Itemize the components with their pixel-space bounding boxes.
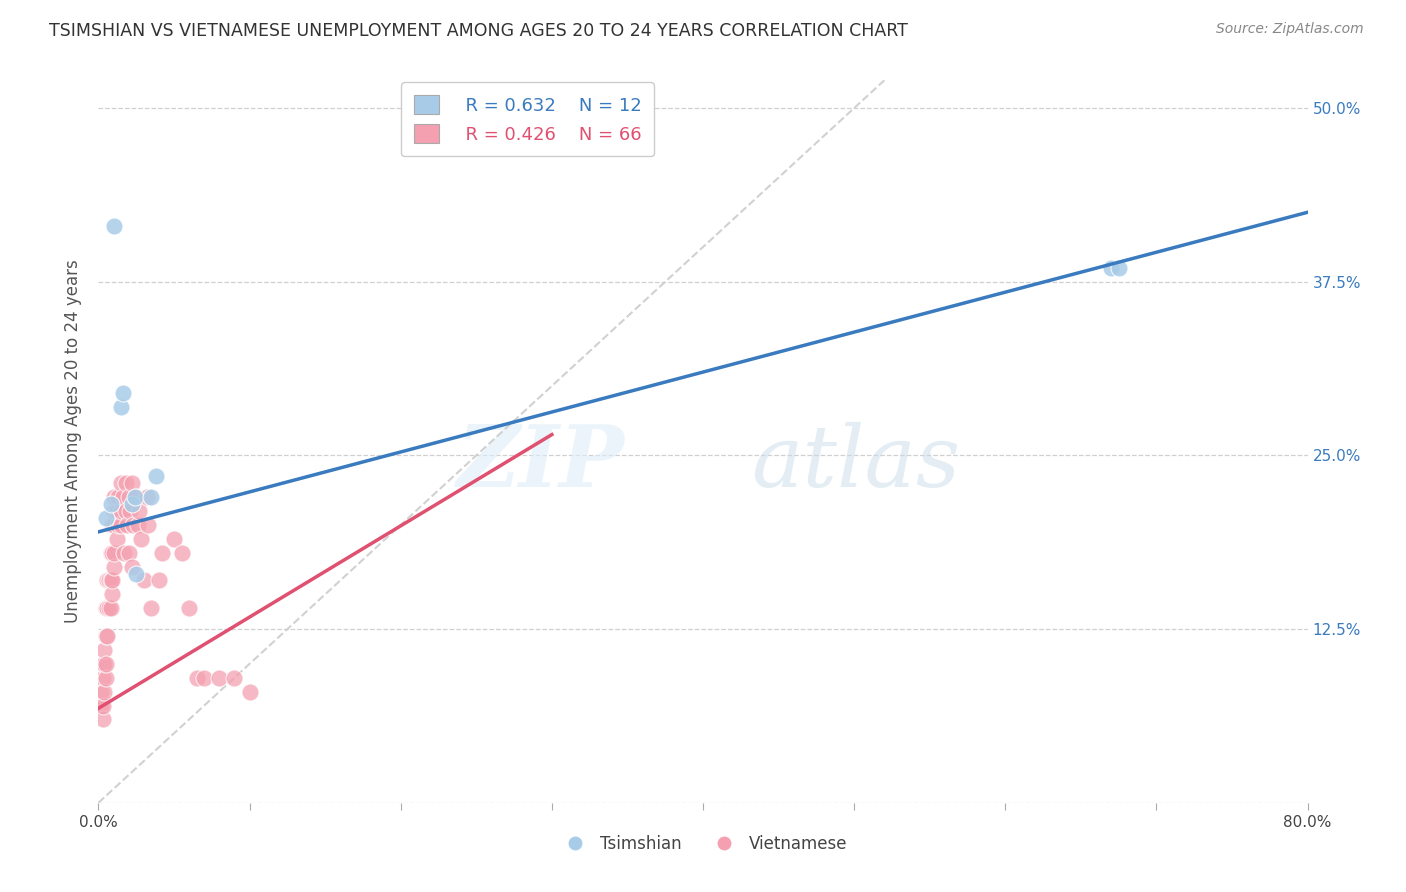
- Point: [1108, 260, 1130, 275]
- Point: [121, 476, 143, 491]
- Point: [110, 517, 132, 532]
- Point: [94, 671, 117, 685]
- Point: [107, 517, 129, 532]
- Point: [118, 546, 141, 560]
- Point: [94, 511, 117, 525]
- Point: [103, 546, 125, 560]
- Point: [94, 657, 117, 671]
- Point: [1099, 260, 1122, 275]
- Point: [132, 574, 155, 588]
- Point: [145, 469, 167, 483]
- Point: [141, 490, 163, 504]
- Point: [111, 490, 134, 504]
- Point: [98, 574, 121, 588]
- Point: [118, 490, 141, 504]
- Point: [110, 400, 132, 414]
- Point: [91, 713, 114, 727]
- Point: [96, 601, 118, 615]
- Point: [93, 684, 115, 698]
- Point: [110, 504, 132, 518]
- Point: [100, 546, 122, 560]
- Point: [150, 546, 173, 560]
- Point: [94, 629, 117, 643]
- Point: [121, 559, 143, 574]
- Point: [136, 517, 159, 532]
- Text: TSIMSHIAN VS VIETNAMESE UNEMPLOYMENT AMONG AGES 20 TO 24 YEARS CORRELATION CHART: TSIMSHIAN VS VIETNAMESE UNEMPLOYMENT AMO…: [49, 22, 908, 40]
- Point: [179, 601, 201, 615]
- Point: [101, 546, 124, 560]
- Point: [96, 629, 118, 643]
- Point: [90, 684, 112, 698]
- Point: [163, 532, 186, 546]
- Point: [121, 497, 143, 511]
- Text: Source: ZipAtlas.com: Source: ZipAtlas.com: [1216, 22, 1364, 37]
- Point: [112, 546, 135, 560]
- Y-axis label: Unemployment Among Ages 20 to 24 years: Unemployment Among Ages 20 to 24 years: [65, 260, 83, 624]
- Point: [105, 504, 128, 518]
- Point: [122, 517, 145, 532]
- Point: [127, 517, 149, 532]
- Point: [114, 504, 136, 518]
- Point: [91, 671, 114, 685]
- Point: [125, 490, 148, 504]
- Point: [103, 504, 125, 518]
- Point: [101, 574, 124, 588]
- Point: [100, 497, 122, 511]
- Point: [148, 574, 170, 588]
- Point: [105, 532, 128, 546]
- Point: [100, 574, 122, 588]
- Point: [103, 559, 125, 574]
- Text: atlas: atlas: [751, 422, 960, 505]
- Point: [115, 517, 138, 532]
- Point: [239, 684, 262, 698]
- Point: [208, 671, 231, 685]
- Point: [101, 587, 124, 601]
- Point: [96, 574, 118, 588]
- Point: [107, 490, 129, 504]
- Point: [193, 671, 215, 685]
- Point: [98, 601, 121, 615]
- Point: [100, 601, 122, 615]
- Legend: Tsimshian, Vietnamese: Tsimshian, Vietnamese: [553, 828, 853, 860]
- Point: [111, 385, 134, 400]
- Point: [93, 657, 115, 671]
- Point: [91, 698, 114, 713]
- Point: [186, 671, 208, 685]
- Point: [125, 566, 148, 581]
- Point: [114, 476, 136, 491]
- Point: [170, 546, 193, 560]
- Text: ZIP: ZIP: [457, 421, 624, 505]
- Point: [103, 517, 125, 532]
- Point: [94, 601, 117, 615]
- Point: [224, 671, 246, 685]
- Point: [101, 517, 124, 532]
- Point: [129, 532, 152, 546]
- Point: [120, 504, 142, 518]
- Point: [128, 504, 150, 518]
- Point: [91, 657, 114, 671]
- Point: [103, 219, 125, 234]
- Point: [141, 601, 163, 615]
- Point: [135, 490, 157, 504]
- Point: [110, 476, 132, 491]
- Point: [103, 490, 125, 504]
- Point: [93, 643, 115, 657]
- Point: [124, 490, 146, 504]
- Point: [90, 698, 112, 713]
